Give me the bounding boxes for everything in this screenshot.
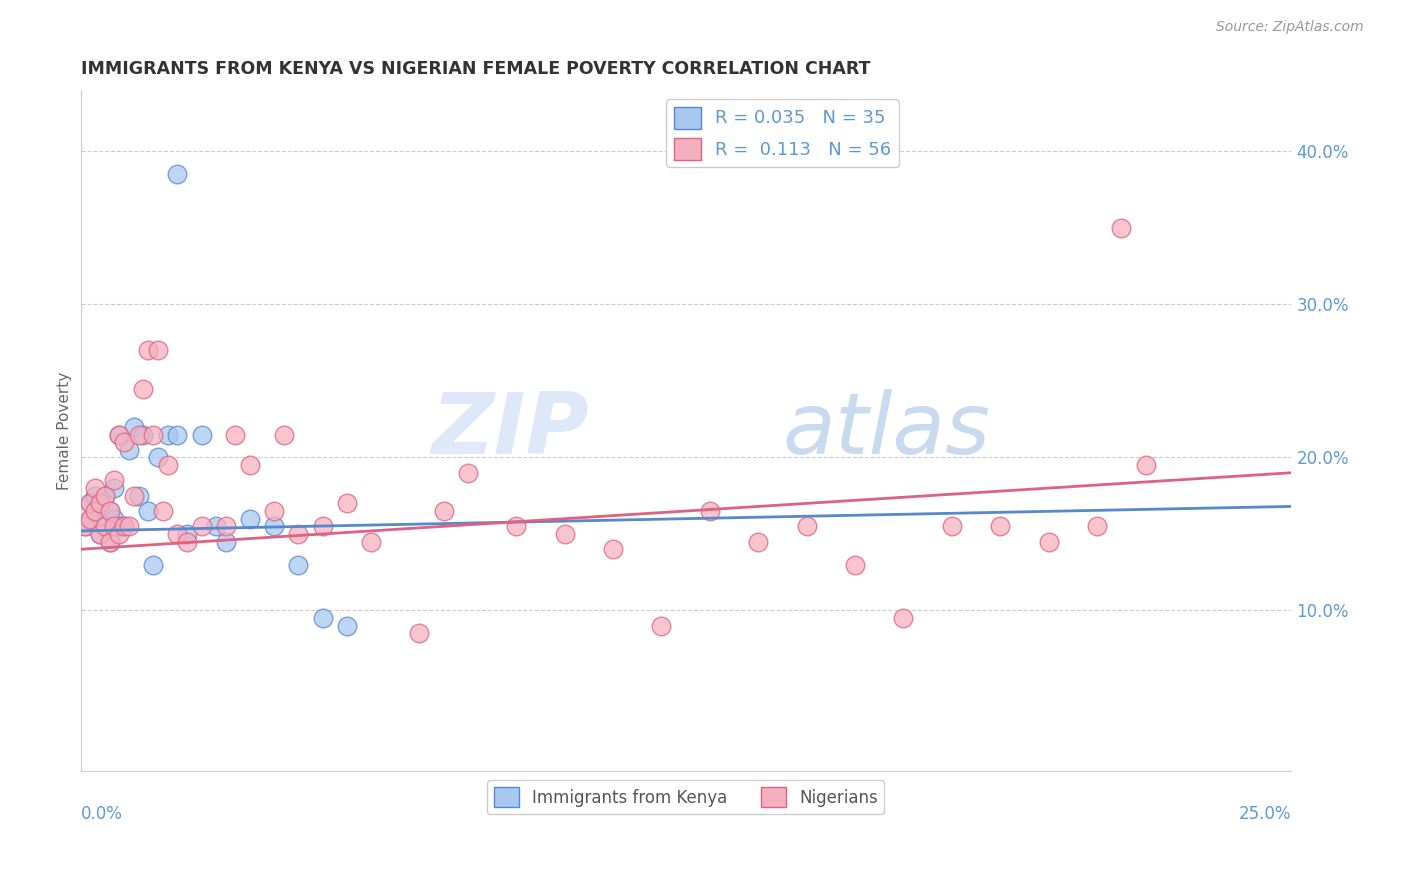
Point [132,427,155,442]
Point [336,496,359,510]
Point [796,519,818,533]
Point [205,519,228,533]
Point [84,504,107,518]
Point [103,519,125,533]
Point [1135,458,1157,472]
Point [89,496,111,510]
Point [190,427,212,442]
Point [84,481,107,495]
Text: ZIP: ZIP [432,389,589,472]
Point [166,427,188,442]
Point [108,427,131,442]
Point [84,489,107,503]
Point [79,496,101,510]
Legend: Immigrants from Kenya, Nigerians: Immigrants from Kenya, Nigerians [486,780,884,814]
Point [142,558,165,572]
Point [118,519,141,533]
Point [128,427,150,442]
Point [75,519,97,533]
Point [215,534,238,549]
Point [79,511,101,525]
Point [84,504,107,518]
Text: 25.0%: 25.0% [1239,805,1291,823]
Point [988,519,1011,533]
Point [554,527,576,541]
Point [239,458,262,472]
Point [311,519,333,533]
Point [75,519,97,533]
Point [1038,534,1060,549]
Point [118,442,141,457]
Point [98,534,121,549]
Point [79,511,101,525]
Text: Source: ZipAtlas.com: Source: ZipAtlas.com [1216,21,1364,34]
Point [93,489,115,503]
Point [98,534,121,549]
Point [1085,519,1108,533]
Point [699,504,721,518]
Point [239,511,262,525]
Point [89,527,111,541]
Point [93,519,115,533]
Point [103,474,125,488]
Point [650,619,672,633]
Point [89,496,111,510]
Point [1111,221,1133,235]
Point [146,450,169,465]
Point [190,519,212,533]
Point [98,504,121,518]
Point [747,534,769,549]
Text: 0.0%: 0.0% [80,805,122,823]
Point [224,427,246,442]
Point [112,435,135,450]
Point [408,626,430,640]
Point [108,427,131,442]
Point [108,519,131,533]
Point [336,619,359,633]
Point [128,489,150,503]
Point [287,558,309,572]
Point [273,427,295,442]
Point [457,466,479,480]
Point [103,481,125,495]
Point [360,534,382,549]
Point [263,504,285,518]
Point [176,534,198,549]
Point [108,527,131,541]
Point [893,611,915,625]
Point [505,519,527,533]
Point [156,427,179,442]
Text: IMMIGRANTS FROM KENYA VS NIGERIAN FEMALE POVERTY CORRELATION CHART: IMMIGRANTS FROM KENYA VS NIGERIAN FEMALE… [80,60,870,78]
Point [122,420,145,434]
Point [93,489,115,503]
Point [103,511,125,525]
Point [136,504,159,518]
Point [287,527,309,541]
Point [166,168,188,182]
Point [311,611,333,625]
Point [112,519,135,533]
Point [136,343,159,358]
Point [215,519,238,533]
Point [132,382,155,396]
Point [176,527,198,541]
Point [156,458,179,472]
Point [146,343,169,358]
Y-axis label: Female Poverty: Female Poverty [58,372,72,490]
Point [166,527,188,541]
Point [142,427,165,442]
Point [122,489,145,503]
Point [93,519,115,533]
Text: atlas: atlas [783,389,990,472]
Point [263,519,285,533]
Point [98,504,121,518]
Point [89,527,111,541]
Point [152,504,174,518]
Point [79,496,101,510]
Point [844,558,866,572]
Point [432,504,454,518]
Point [112,519,135,533]
Point [602,542,624,557]
Point [941,519,963,533]
